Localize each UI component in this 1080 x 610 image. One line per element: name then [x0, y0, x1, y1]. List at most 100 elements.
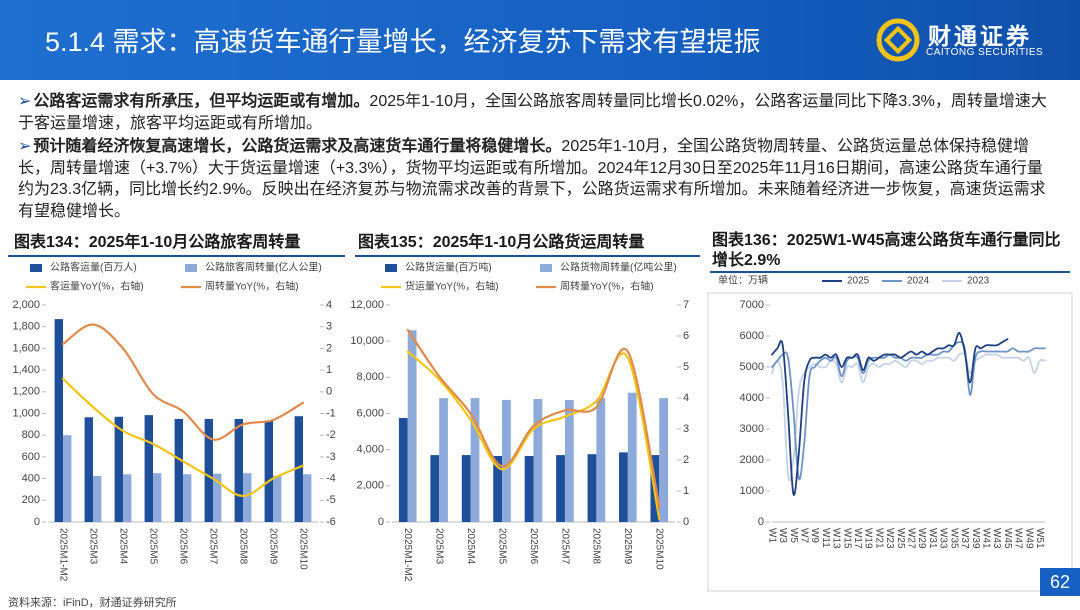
bar [264, 420, 273, 522]
tick-label: 3 [683, 423, 689, 435]
bullet-lead: 公路客运需求有所承压，但平均运距或有增加。 [33, 93, 370, 110]
series-line [61, 323, 305, 441]
x-tick-label: 2025M7 [207, 528, 218, 565]
x-tick-label: 2025M4 [465, 528, 476, 565]
bar [619, 452, 628, 522]
x-tick-label: 2025M5 [147, 528, 158, 565]
series-line [61, 377, 305, 498]
x-tick-label: 2025M7 [559, 528, 570, 565]
bullet-list: 公路客运需求有所承压，但平均运距或有增加。2025年1-10月，全国公路旅客周转… [18, 91, 1058, 224]
x-tick-label: 2025M10 [654, 528, 665, 570]
bar [273, 475, 282, 522]
x-tick-label: W23 [884, 528, 895, 549]
tick-label: 1 [326, 364, 332, 376]
tick-label: 4 [326, 299, 332, 311]
bar [524, 455, 534, 522]
bar [398, 418, 408, 522]
bar [564, 399, 574, 522]
tick-label: 6 [683, 330, 689, 342]
x-tick-label: 2025M6 [528, 528, 539, 565]
unit-label: 单位：万辆 [718, 274, 768, 287]
tick-label: 7000 [740, 299, 764, 311]
tick-label: 4,000 [356, 444, 384, 456]
x-tick-label: W31 [927, 528, 938, 549]
tick-label: -5 [326, 494, 336, 506]
x-tick-label: W7 [798, 528, 809, 543]
bar [596, 398, 606, 522]
chart-title: 图表135：2025年1-10月公路货运周转量 [358, 234, 645, 251]
bar [54, 319, 63, 522]
tick-label: 6,000 [356, 407, 384, 419]
logo-icon [876, 18, 920, 62]
tick-label: 2,000 [356, 480, 384, 492]
tick-label: 0 [34, 516, 40, 528]
bar [174, 418, 183, 522]
bar [213, 473, 222, 522]
x-tick-label: W3 [777, 528, 788, 543]
bar [407, 330, 417, 522]
series-line [771, 352, 1046, 482]
x-tick-label: W13 [831, 528, 842, 549]
bar [556, 455, 565, 522]
tick-label: 2 [683, 454, 689, 466]
x-tick-label: W11 [820, 528, 831, 548]
bar [430, 455, 440, 522]
tick-label: 2 [326, 342, 332, 354]
series-line [771, 331, 1009, 496]
bar [153, 473, 162, 522]
tick-label: 2000 [740, 454, 764, 466]
legend-label: 公路客运量(百万人) [50, 261, 137, 274]
bar [183, 474, 192, 522]
chart-title: 图表134：2025年1-10月公路旅客周转量 [14, 234, 301, 251]
x-tick-label: 2025M1-M2 [402, 528, 413, 582]
x-tick-label: 2025M9 [622, 528, 633, 565]
bullet-text: 2025年1-10月，全国公路旅客周转量同比增长0.02%，公路客运量同比下降3… [18, 93, 1047, 132]
tick-label: 7 [683, 299, 689, 311]
tick-label: 1,200 [12, 386, 40, 398]
legend-swatch [385, 264, 397, 272]
bar [234, 418, 243, 522]
bullet: 公路客运需求有所承压，但平均运距或有增加。2025年1-10月，全国公路旅客周转… [18, 91, 1058, 134]
bar [461, 455, 471, 522]
x-tick-label: 2025M8 [237, 528, 248, 565]
plot-border [707, 292, 1073, 592]
legend-swatch [30, 264, 42, 272]
x-tick-label: W19 [863, 528, 874, 549]
bar [439, 398, 448, 522]
bar [144, 415, 153, 522]
x-tick-label: W27 [906, 528, 917, 549]
tick-label: 3 [326, 321, 332, 333]
tick-label: 10,000 [350, 335, 384, 347]
x-tick-label: W45 [1002, 528, 1013, 549]
x-tick-label: W41 [980, 528, 991, 549]
x-tick-label: W37 [959, 528, 970, 549]
bar [294, 416, 303, 522]
tick-label: 8,000 [356, 371, 384, 383]
tick-label: -6 [326, 516, 336, 528]
source-note: 资料来源：iFinD，财通证券研究所 [8, 597, 177, 609]
x-tick-label: W15 [841, 528, 852, 549]
legend-label: 公路货物周转量(亿吨公里) [560, 261, 677, 274]
bar [123, 474, 132, 522]
tick-label: 1,000 [12, 407, 40, 419]
x-tick-label: W33 [938, 528, 949, 549]
tick-label: 6000 [740, 330, 764, 342]
bar [204, 418, 213, 522]
x-tick-label: 2025M4 [117, 528, 128, 565]
x-tick-label: W9 [809, 528, 820, 543]
tick-label: 800 [22, 429, 40, 441]
bar [63, 435, 72, 522]
bar [303, 474, 312, 522]
tick-label: 400 [22, 473, 40, 485]
bar [533, 399, 543, 522]
legend-label: 客运量YoY(%，右轴) [50, 280, 144, 293]
bar [243, 473, 252, 522]
legend-label: 2023 [967, 276, 990, 287]
bar [470, 398, 480, 522]
bar [93, 475, 102, 522]
tick-label: 600 [22, 451, 40, 463]
series-line [406, 328, 661, 508]
tick-label: 0 [758, 516, 764, 528]
header-bar: 5.1.4 需求：高速货车通行量增长，经济复苏下需求有望提振 财通证券 CAIT… [0, 0, 1080, 80]
